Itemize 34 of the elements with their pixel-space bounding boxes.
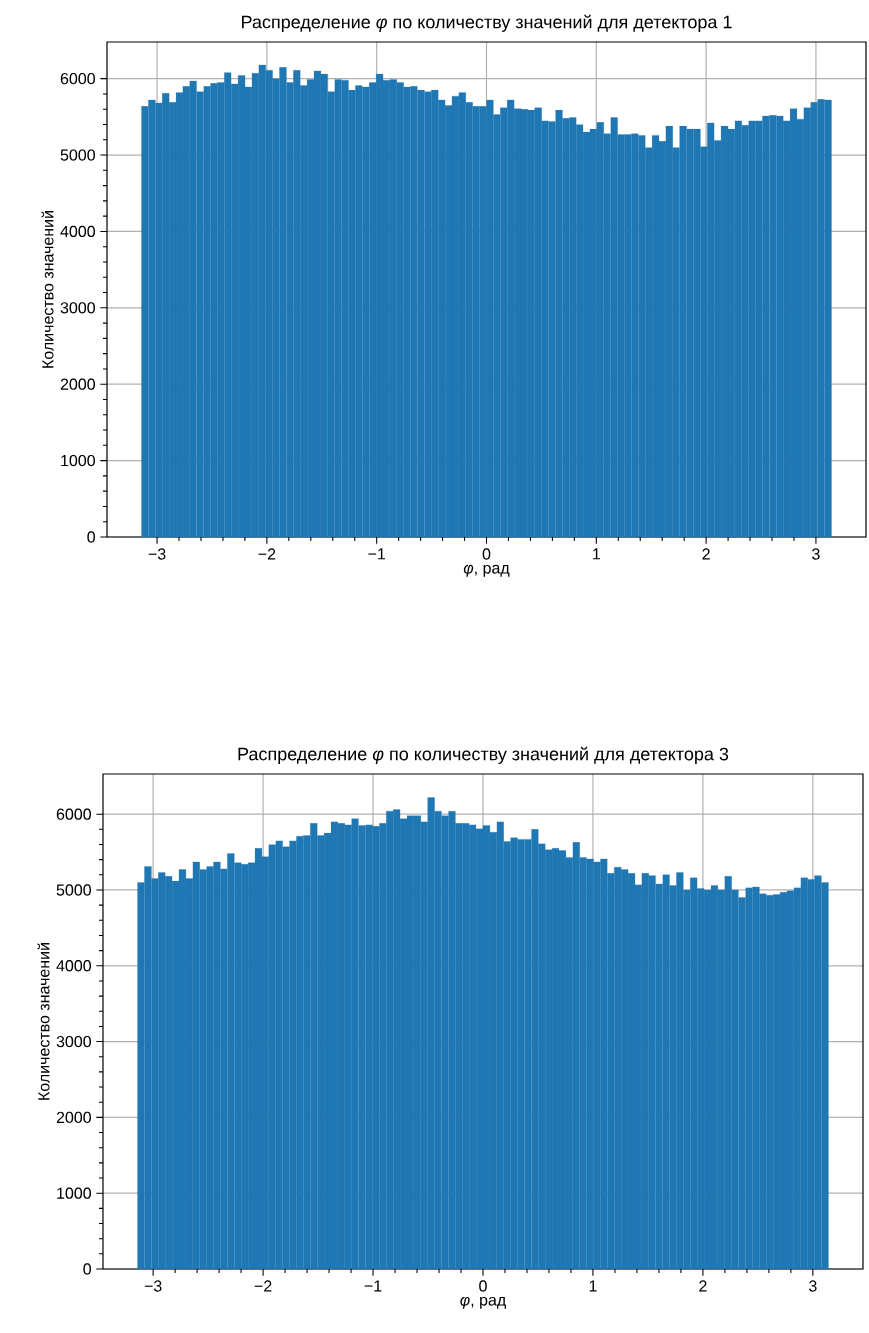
y-tick-label: 1000 <box>57 1187 91 1199</box>
x-tick-label: 1 <box>589 1280 597 1292</box>
y-tick-label: 0 <box>87 531 96 543</box>
y-tick-label: 0 <box>83 1263 92 1275</box>
x-tick-label: −2 <box>258 548 276 560</box>
x-tick-label: 3 <box>809 1280 817 1292</box>
y-tick-label: 3000 <box>60 302 95 314</box>
chart-title: Распределение φ по количеству значений для детектора 3 <box>238 746 729 764</box>
y-tick-label: 3000 <box>56 1035 91 1048</box>
y-tick-label: 4000 <box>60 225 95 238</box>
chart-title: Распределение φ по количеству значений для детектора 1 <box>242 14 732 32</box>
x-tick-label: 3 <box>812 548 820 560</box>
x-axis-title: φ, рад <box>463 564 510 577</box>
x-tick-label: 1 <box>593 548 600 560</box>
y-tick-label: 1000 <box>61 454 95 467</box>
y-tick-label: 2000 <box>56 1111 91 1124</box>
y-tick-label: 6000 <box>60 72 95 85</box>
x-tick-label: −1 <box>368 548 386 560</box>
x-tick-label: 0 <box>479 1280 487 1292</box>
x-tick-label: 2 <box>702 548 710 560</box>
y-tick-label: 4000 <box>56 960 91 972</box>
y-axis-title: Количество значений <box>41 211 54 368</box>
x-tick-label: 0 <box>482 548 491 560</box>
x-tick-label: −2 <box>254 1280 272 1292</box>
x-tick-label: −3 <box>144 1280 162 1292</box>
x-tick-label: −1 <box>364 1280 382 1292</box>
y-tick-label: 6000 <box>56 808 91 820</box>
x-axis-title: φ, рад <box>460 1296 506 1309</box>
x-tick-label: −3 <box>148 548 166 560</box>
x-tick-label: 2 <box>699 1280 707 1292</box>
y-tick-label: 5000 <box>56 884 91 896</box>
y-tick-label: 5000 <box>60 149 95 161</box>
y-tick-label: 2000 <box>60 378 95 390</box>
y-axis-title: Количество значений <box>37 943 50 1100</box>
